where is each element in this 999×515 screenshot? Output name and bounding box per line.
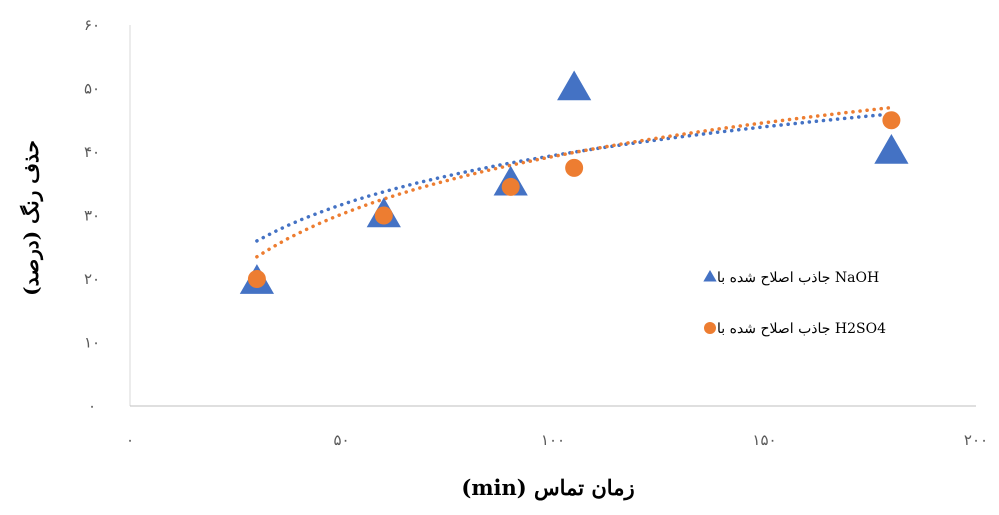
- x-tick-label: ۲۰۰: [964, 431, 988, 449]
- legend: جاذب اصلاح شده با NaOH جاذب اصلاح شده با …: [703, 270, 886, 337]
- y-tick-label: ۴۰: [84, 143, 100, 161]
- legend-marker-circle: [704, 322, 716, 334]
- data-point-circle: [882, 111, 901, 130]
- data-point-triangle: [557, 70, 592, 101]
- data-markers: [239, 70, 909, 294]
- y-tick-label: ۵۰: [84, 80, 100, 98]
- x-tick-label: ۱۰۰: [541, 431, 565, 449]
- x-tick-labels: ۰ ۵۰ ۱۰۰ ۱۵۰ ۲۰۰: [126, 431, 988, 449]
- trendline-series-2: [255, 105, 894, 259]
- y-tick-label: ۲۰: [84, 270, 100, 288]
- x-tick-label: ۱۵۰: [752, 431, 776, 449]
- axes: [129, 25, 976, 407]
- trendlines: [255, 105, 894, 259]
- x-axis-title: زمان تماس (min): [461, 475, 634, 501]
- y-tick-labels: ۰ ۱۰ ۲۰ ۳۰ ۴۰ ۵۰ ۶۰: [84, 16, 100, 415]
- y-tick-label: ۱۰: [84, 334, 100, 352]
- data-point-triangle: [874, 134, 909, 164]
- data-point-circle: [501, 177, 520, 196]
- legend-marker-triangle: [703, 270, 717, 282]
- legend-label-series-1: جاذب اصلاح شده با NaOH: [717, 270, 879, 286]
- y-tick-label: ۳۰: [84, 207, 100, 225]
- trendline-series-1: [255, 112, 894, 243]
- y-tick-label: ۶۰: [84, 16, 100, 34]
- data-point-circle: [565, 158, 584, 177]
- legend-label-series-2: جاذب اصلاح شده با H2SO4: [717, 321, 886, 337]
- x-tick-label: ۵۰: [333, 431, 349, 449]
- y-axis-title: حذف رنگ (درصد): [19, 140, 44, 296]
- x-tick-label: ۰: [126, 431, 134, 449]
- y-tick-label: ۰: [88, 397, 96, 415]
- data-point-circle: [374, 206, 393, 225]
- data-point-circle: [247, 270, 266, 288]
